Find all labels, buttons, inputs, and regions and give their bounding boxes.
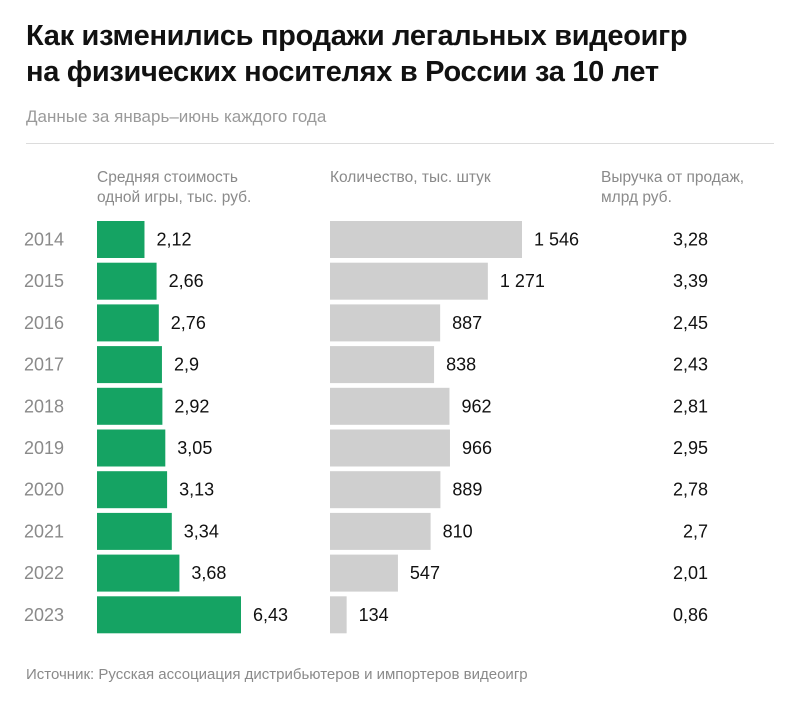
chart-subtitle: Данные за январь–июнь каждого года (26, 107, 327, 126)
year-label: 2016 (24, 313, 64, 333)
revenue-column-header: Выручка от продаж, млрд руб. (601, 168, 744, 208)
year-label: 2020 (24, 480, 64, 500)
revenue-value-label: 2,7 (683, 521, 708, 541)
price-bar (97, 346, 162, 384)
qty-value-label: 887 (452, 313, 482, 333)
chart-title: Как изменились продажи легальных видеоиг… (26, 18, 786, 90)
qty-value-label: 1 546 (534, 230, 579, 250)
year-label: 2015 (24, 271, 64, 291)
revenue-value-label: 3,39 (673, 271, 708, 291)
qty-column-header: Количество, тыс. штук (330, 168, 491, 188)
price-bar (97, 596, 241, 634)
qty-bar (330, 512, 431, 550)
revenue-column-header-line-2: млрд руб. (601, 189, 672, 206)
price-value-label: 2,92 (174, 396, 209, 416)
year-label: 2022 (24, 563, 64, 583)
revenue-value-label: 2,43 (673, 355, 708, 375)
qty-value-label: 134 (359, 605, 389, 625)
price-value-label: 2,9 (174, 355, 199, 375)
price-bar (97, 471, 168, 509)
revenue-value-label: 2,95 (673, 438, 708, 458)
price-value-label: 2,12 (156, 230, 191, 250)
year-label: 2021 (24, 521, 64, 541)
price-value-label: 3,34 (184, 521, 219, 541)
price-bar (97, 429, 166, 467)
price-value-label: 3,05 (177, 438, 212, 458)
qty-value-label: 889 (452, 480, 482, 500)
qty-bar (330, 387, 450, 425)
revenue-value-label: 0,86 (673, 605, 708, 625)
price-bar (97, 554, 180, 592)
chart-title-line-1: Как изменились продажи легальных видеоиг… (26, 20, 688, 52)
qty-column-header-line-1: Количество, тыс. штук (330, 169, 491, 186)
qty-value-label: 838 (446, 355, 476, 375)
qty-bar (330, 429, 450, 467)
price-column-header: Средняя стоимость одной игры, тыс. руб. (97, 168, 251, 208)
revenue-value-label: 3,28 (673, 230, 708, 250)
price-bar (97, 262, 157, 300)
revenue-value-label: 2,01 (673, 563, 708, 583)
price-value-label: 2,76 (171, 313, 206, 333)
divider (26, 143, 774, 144)
revenue-value-label: 2,45 (673, 313, 708, 333)
qty-value-label: 547 (410, 563, 440, 583)
qty-bar (330, 221, 522, 258)
year-label: 2017 (24, 355, 64, 375)
qty-value-label: 810 (443, 521, 473, 541)
year-label: 2018 (24, 396, 64, 416)
year-label: 2014 (24, 230, 64, 250)
qty-bar (330, 346, 435, 384)
qty-bar (330, 554, 398, 592)
year-label: 2019 (24, 438, 64, 458)
price-column-header-line-1: Средняя стоимость (97, 169, 238, 186)
price-value-label: 3,13 (179, 480, 214, 500)
chart-title-line-2: на физических носителях в России за 10 л… (26, 56, 659, 88)
year-label: 2023 (24, 605, 64, 625)
qty-bar (330, 596, 347, 634)
source-note: Источник: Русская ассоциация дистрибьюте… (26, 666, 528, 683)
price-bar (97, 387, 163, 425)
price-value-label: 3,68 (191, 563, 226, 583)
revenue-value-label: 2,81 (673, 396, 708, 416)
qty-bar (330, 471, 441, 509)
price-bar (97, 221, 145, 258)
qty-bar (330, 262, 488, 300)
qty-value-label: 1 271 (500, 271, 545, 291)
price-value-label: 6,43 (253, 605, 288, 625)
qty-bar (330, 304, 441, 342)
price-column-header-line-2: одной игры, тыс. руб. (97, 189, 252, 206)
revenue-value-label: 2,78 (673, 480, 708, 500)
revenue-column-header-line-1: Выручка от продаж, (601, 169, 745, 186)
qty-value-label: 962 (461, 396, 491, 416)
price-bar (97, 512, 172, 550)
price-bar (97, 304, 159, 342)
price-value-label: 2,66 (169, 271, 204, 291)
qty-value-label: 966 (462, 438, 492, 458)
